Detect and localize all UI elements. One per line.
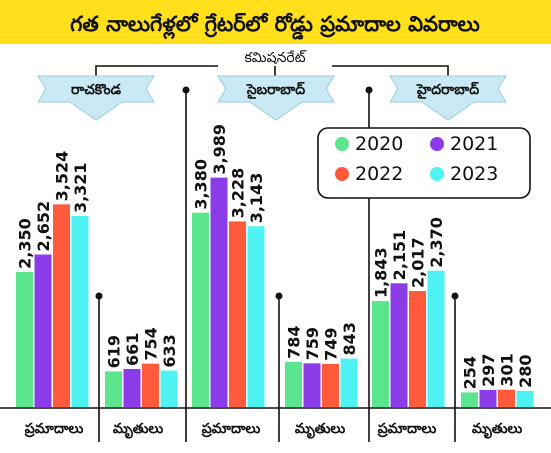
value-label-3-1-1: 1,843: [372, 247, 391, 298]
bar-3-1-2: [390, 283, 408, 407]
value-label-1-2-3: 754: [142, 327, 161, 360]
group-label: కమిషనరేట్: [244, 50, 306, 66]
legend-swatch-2020: [335, 137, 349, 151]
title-band: [0, 0, 551, 44]
group-label-3-2: మృతులు: [472, 421, 523, 439]
value-label-3-1-2: 2,151: [390, 230, 409, 281]
panel-banner-2: [217, 75, 335, 121]
value-label-2-2-1: 784: [285, 326, 304, 359]
bar-1-2-1: [105, 371, 122, 407]
group-label-2-2: మృతులు: [295, 421, 346, 439]
bar-1-2-3: [142, 363, 159, 407]
bar-1-1-4: [71, 216, 89, 407]
legend-label-2023: 2023: [450, 163, 498, 185]
value-label-2-1-3: 3,228: [229, 168, 248, 219]
bar-1-1-3: [53, 204, 70, 407]
bar-2-2-3: [322, 363, 339, 407]
bar-3-1-1: [372, 301, 389, 407]
value-label-2-1-4: 3,143: [247, 173, 266, 224]
value-label-2-2-3: 749: [322, 328, 341, 361]
value-label-1-1-2: 2,652: [34, 201, 53, 252]
value-label-3-2-4: 280: [516, 354, 535, 387]
value-label-2-1-2: 3,989: [210, 124, 229, 175]
legend-swatch-2023: [430, 167, 444, 181]
value-label-1-1-4: 3,321: [71, 162, 90, 213]
group-label-1-1: ప్రమాదాలు: [24, 421, 84, 438]
panel-name-1: రాచకొండ: [71, 82, 122, 98]
value-label-2-1-1: 3,380: [192, 159, 211, 210]
value-label-1-2-1: 619: [105, 335, 124, 368]
value-label-1-1-1: 2,350: [16, 218, 35, 269]
bar-1-2-2: [123, 368, 141, 407]
bar-2-1-3: [229, 221, 246, 407]
legend-label-2021: 2021: [450, 133, 498, 155]
panel-name-3: హైదరాబాద్: [416, 81, 479, 99]
value-label-3-2-1: 254: [461, 356, 480, 389]
value-label-3-2-3: 301: [498, 353, 517, 386]
bar-3-2-2: [479, 389, 497, 407]
panel-banner-3: [389, 75, 507, 121]
value-label-2-2-2: 759: [303, 327, 322, 360]
legend-swatch-2021: [430, 137, 444, 151]
bar-2-2-2: [303, 363, 321, 407]
legend: 2020 2021 2022 2023: [317, 127, 531, 199]
value-label-1-2-2: 661: [123, 333, 142, 366]
bar-3-2-4: [516, 390, 534, 407]
panel-name-2: సైబరాబాద్: [246, 81, 305, 99]
bar-1-1-1: [16, 271, 33, 407]
divider-dots: [95, 86, 459, 300]
bar-2-2-4: [340, 358, 358, 407]
group-label-2-1: ప్రమాదాలు: [201, 421, 261, 438]
chart-title: గత నాలుగేళ్లలో గ్రేటర్‌లో రోడ్డు ప్రమాదా…: [70, 12, 480, 40]
value-label-1-1-3: 3,524: [53, 151, 72, 202]
panel-banner-1: [37, 75, 155, 121]
value-label-3-2-2: 297: [479, 354, 498, 387]
bars-layer: [16, 177, 534, 407]
bar-3-2-3: [498, 389, 515, 407]
bar-3-2-1: [461, 392, 478, 407]
value-label-3-1-4: 2,370: [427, 217, 446, 268]
bar-2-2-1: [285, 361, 302, 407]
legend-label-2020: 2020: [355, 133, 403, 155]
group-label-1-2: మృతులు: [113, 421, 164, 439]
group-labels-layer: ప్రమాదాలు మృతులు ప్రమాదాలు మృతులు ప్రమాదాలు మ…: [24, 421, 523, 439]
bar-1-1-2: [34, 254, 52, 407]
bar-2-1-2: [210, 177, 228, 407]
bar-3-1-3: [409, 291, 426, 407]
group-label-3-1: ప్రమాదాలు: [377, 421, 437, 438]
bar-1-2-4: [160, 370, 178, 407]
bar-2-1-4: [247, 226, 265, 407]
bar-3-1-4: [427, 270, 445, 407]
legend-swatch-2022: [335, 167, 349, 181]
value-label-2-2-4: 843: [340, 322, 359, 355]
value-label-3-1-3: 2,017: [409, 237, 428, 288]
bar-2-1-1: [192, 212, 209, 407]
value-label-1-2-4: 633: [160, 334, 179, 367]
legend-label-2022: 2022: [355, 163, 403, 185]
panel-banners: రాచకొండ సైబరాబాద్ హైదరాబాద్: [37, 75, 507, 121]
